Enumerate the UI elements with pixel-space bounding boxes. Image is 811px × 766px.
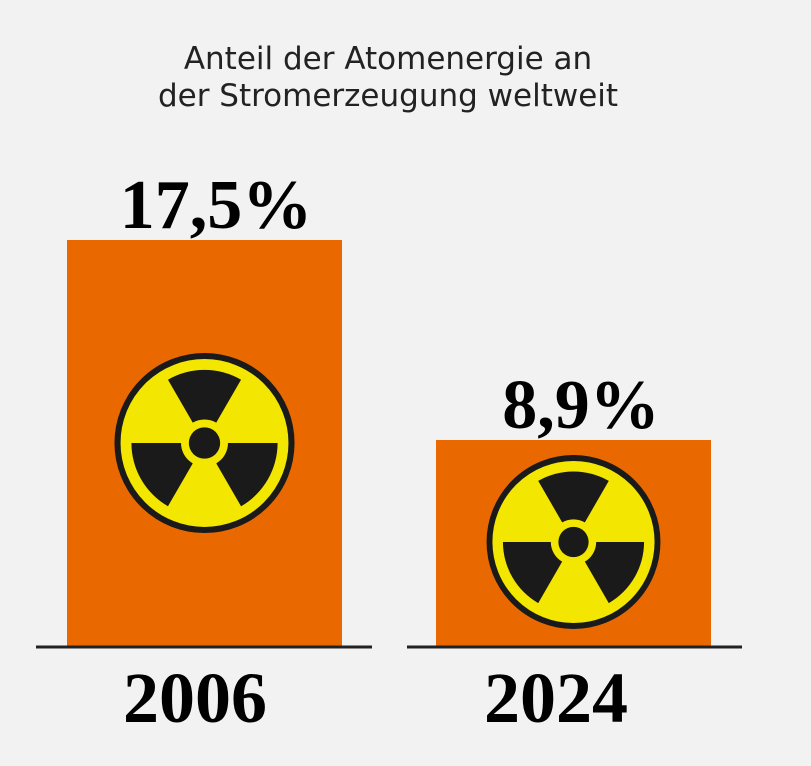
radiation-icon-hub-1 bbox=[558, 526, 589, 558]
radiation-icon-blade-0-2 bbox=[131, 443, 193, 507]
radiation-icon-blade-0-1 bbox=[216, 443, 278, 507]
tick-label-2024: 2024 bbox=[484, 658, 628, 738]
value-label-2006: 17,5% bbox=[120, 167, 313, 244]
chart-title: Anteil der Atomenergie an der Stromerzeu… bbox=[158, 41, 618, 114]
chart-title-line-1: Anteil der Atomenergie an bbox=[184, 41, 592, 77]
radiation-icon-1 bbox=[486, 455, 661, 629]
radiation-icon-blade-1-0 bbox=[538, 471, 609, 523]
radiation-icon-blade-1-2 bbox=[502, 542, 563, 604]
bars-layer: 17,5% 2006 8,9% 2024 bbox=[36, 167, 742, 738]
tick-label-2006: 2006 bbox=[123, 658, 267, 738]
radiation-icon-blade-1-1 bbox=[584, 542, 645, 604]
value-label-2024: 8,9% bbox=[502, 367, 660, 444]
radiation-icon-blade-0-0 bbox=[167, 369, 242, 423]
radiation-icon-hub-0 bbox=[188, 427, 221, 459]
radiation-icon-0 bbox=[114, 352, 295, 534]
chart-title-line-2: der Stromerzeugung weltweit bbox=[158, 78, 618, 114]
